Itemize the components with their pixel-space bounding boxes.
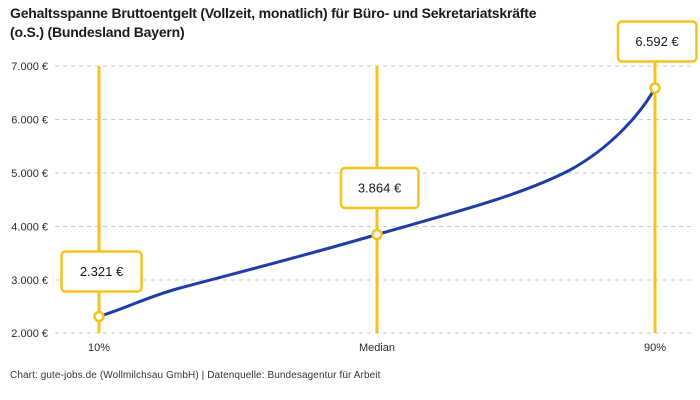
value-label-box-10: 2.321 € xyxy=(60,250,143,293)
x-tick-label-10: 10% xyxy=(88,342,110,354)
y-tick-label-4000: 4.000 € xyxy=(11,222,48,234)
value-label-box xyxy=(60,250,143,293)
data-point-marker-median xyxy=(371,228,383,241)
y-tick-label-6000: 6.000 € xyxy=(11,115,48,127)
chart-title: Gehaltsspanne Bruttoentgelt (Vollzeit, m… xyxy=(10,4,620,42)
x-tick-label-median: Median xyxy=(359,342,395,354)
data-point-markers xyxy=(93,82,661,323)
y-tick-label-2000: 2.000 € xyxy=(11,328,48,340)
x-tick-label-90: 90% xyxy=(644,342,666,354)
y-tick-label-7000: 7.000 € xyxy=(11,61,48,73)
value-label-box-90: 6.592 € xyxy=(616,20,698,63)
value-label-10: 2.321 € xyxy=(80,264,124,279)
y-tick-label-3000: 3.000 € xyxy=(11,275,48,287)
gridlines xyxy=(55,65,694,334)
value-label-90: 6.592 € xyxy=(635,34,679,49)
footer-credit: Chart: gute-jobs.de (Wollmilchsau GmbH) … xyxy=(10,370,381,381)
data-point-marker-10 xyxy=(93,310,105,323)
y-axis: 7.000 € 6.000 € 5.000 € 4.000 € 3.000 € … xyxy=(11,61,48,340)
value-label-box xyxy=(339,166,420,210)
value-label-box xyxy=(616,20,698,63)
data-point-marker-90 xyxy=(649,82,661,94)
y-tick-label-5000: 5.000 € xyxy=(11,168,48,180)
value-label-box-median: 3.864 € xyxy=(339,166,420,210)
x-axis: 10% Median 90% xyxy=(88,342,666,354)
chart-title-line-1: Gehaltsspanne Bruttoentgelt (Vollzeit, m… xyxy=(10,5,537,21)
chart-title-line-2: (o.S.) (Bundesland Bayern) xyxy=(10,24,185,40)
value-label-median: 3.864 € xyxy=(358,181,402,196)
